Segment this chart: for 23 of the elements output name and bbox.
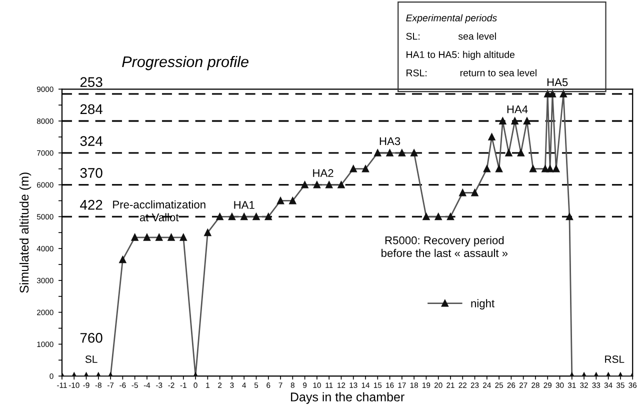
annotation: R5000: Recovery period before the last « assault » [382,236,508,258]
annotation: 422 [80,200,102,210]
annotation: HA5 [547,78,568,86]
annotation: 284 [80,104,102,114]
text: Experimental periods [406,14,497,24]
annotation: HA4 [507,106,528,114]
annotation: HA1 [234,201,254,209]
x-axis-title: Days in the chamber [291,392,404,404]
annotation: Pre-acclimatization at Vallot [113,200,206,222]
text: HA1 to HA5: high altitude [406,50,515,60]
chart-title: Progression profile [122,56,248,70]
annotation: HA3 [380,137,400,146]
annotation: SL [85,356,98,363]
y-axis-title: Simulated altitude (m) [19,172,32,293]
text: SL: sea level [406,32,496,40]
annotation: HA2 [313,169,334,177]
annotation: 253 [80,77,102,88]
legend-label: night [471,299,494,310]
annotation: 370 [80,168,102,178]
annotation: RSL [605,356,624,363]
annotation: 760 [80,332,102,343]
annotation: 324 [80,136,102,146]
text: RSL: return to sea level [406,69,536,76]
